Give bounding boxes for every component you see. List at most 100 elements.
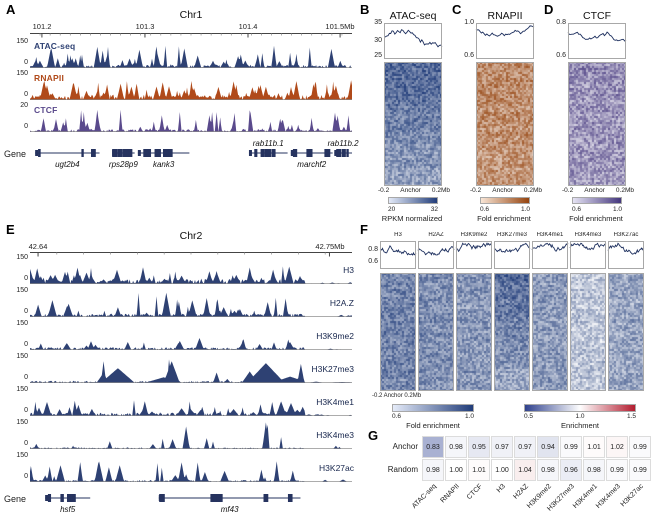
- matrix-cell-random-9: 0.99: [629, 459, 651, 481]
- gene-row-label: Gene: [4, 149, 27, 159]
- matrix-cell-anchor-1: 0.98: [445, 436, 467, 458]
- colorbar-tick: 20: [388, 206, 396, 213]
- svg-text:mf43: mf43: [221, 505, 239, 514]
- colorbar-tick: 1.0: [464, 413, 474, 420]
- colorbar-ticks: 0.6 1.0: [480, 206, 530, 213]
- track-label: H3K4me1: [316, 397, 354, 407]
- matrix-cell-anchor-2: 0.95: [468, 436, 490, 458]
- h3-track: [30, 266, 352, 284]
- colorbar-tick: 0.6: [480, 206, 490, 213]
- y-tick: 1.0: [464, 19, 474, 26]
- y-tick: 0.8: [368, 246, 378, 253]
- track-label: H3K27ac: [319, 463, 354, 473]
- y-max-label: 150: [16, 70, 28, 77]
- panel-e-label: E: [6, 222, 15, 237]
- x-axis-labels: -0.2 Anchor 0.2Mb: [378, 187, 450, 194]
- svg-text:hsf5: hsf5: [60, 505, 76, 514]
- h2az-heatmap: [418, 273, 454, 391]
- atac-seq-track: [30, 45, 352, 68]
- colorbar-label: Fold enrichment: [569, 214, 623, 223]
- svg-text:kank3: kank3: [153, 160, 175, 169]
- y-min-label: 0: [24, 308, 28, 315]
- matrix-cell-anchor-5: 0.94: [537, 436, 559, 458]
- colorbar-tick: 1.5: [626, 413, 636, 420]
- matrix-cell-random-4: 1.04: [514, 459, 536, 481]
- h3k9me2-metaplot: [455, 241, 492, 269]
- matrix-cell-random-5: 0.98: [537, 459, 559, 481]
- x-axis-labels: -0.2 Anchor 0.2Mb: [470, 187, 542, 194]
- svg-text:rab11b.1: rab11b.1: [253, 139, 284, 148]
- h3k27ac-track: [30, 461, 352, 482]
- h2az-track: [30, 292, 352, 317]
- panel-c-title: RNAPII: [487, 10, 523, 22]
- matrix-column-label: RNAPII: [439, 483, 461, 505]
- h3k27ac-metaplot: [607, 241, 645, 269]
- h3k27me3-track: [30, 359, 352, 383]
- chr1-ruler: [30, 33, 352, 38]
- panel-d-label: D: [544, 2, 554, 17]
- y-min-label: 0: [24, 275, 28, 282]
- panel-b-title: ATAC-seq: [389, 10, 437, 22]
- rnapii-track: [30, 80, 352, 100]
- row-label-anchor: Anchor: [392, 442, 418, 451]
- fold-enrichment-colorbar: [480, 197, 530, 204]
- matrix-column-label: H3K4me1: [571, 483, 599, 510]
- y-min-label: 0: [24, 440, 28, 447]
- axis-tick: 101.5Mb: [325, 22, 355, 31]
- y-tick: 25: [374, 52, 382, 59]
- ctcf-heatmap: [568, 62, 626, 186]
- y-min-label: 0: [24, 123, 28, 130]
- colorbar-label: RPKM normalized: [381, 214, 443, 223]
- matrix-cell-random-2: 1.01: [468, 459, 490, 481]
- panel-a-label: A: [6, 2, 16, 17]
- track-label: H3K9me2: [316, 331, 354, 341]
- matrix-column-label: CTCF: [465, 483, 484, 502]
- track-label: H3K27me3: [311, 364, 354, 374]
- panel-a-title: Chr1: [179, 9, 203, 21]
- column-title: H3K9me2: [460, 232, 488, 238]
- matrix-cell-anchor-0: 0.83: [422, 436, 444, 458]
- y-max-label: 150: [16, 353, 28, 360]
- column-title: H3K27me3: [496, 232, 528, 238]
- atac-seq-metaplot: [384, 23, 443, 59]
- h2az-metaplot: [417, 241, 455, 269]
- colorbar-tick: 32: [430, 206, 438, 213]
- svg-text:rps28p9: rps28p9: [109, 160, 138, 169]
- h3k27ac-heatmap: [608, 273, 644, 391]
- colorbar-tick: 0.6: [392, 413, 402, 420]
- y-max-label: 150: [16, 254, 28, 261]
- x-tick: Anchor: [584, 187, 605, 194]
- matrix-cell-random-0: 0.98: [422, 459, 444, 481]
- matrix-column-label: H2AZ: [512, 483, 530, 501]
- track-label: ATAC-seq: [34, 41, 76, 51]
- rnapii-heatmap: [476, 62, 534, 186]
- axis-tick: 101.2: [32, 22, 52, 31]
- axis-tick: 42.64: [28, 242, 48, 251]
- column-title: H2AZ: [428, 232, 444, 238]
- h3k4me3-track: [30, 422, 352, 449]
- track-label: H3K4me3: [316, 430, 354, 440]
- x-tick: -0.2: [470, 187, 482, 194]
- column-title: H3K4me3: [574, 232, 602, 238]
- colorbar-tick: 1.0: [612, 206, 622, 213]
- matrix-column-label: H3K4me3: [594, 483, 622, 510]
- h3-heatmap: [380, 273, 416, 391]
- matrix-cell-anchor-7: 1.01: [583, 436, 605, 458]
- axis-tick: 42.75Mb: [315, 242, 345, 251]
- y-max-label: 150: [16, 38, 28, 45]
- fold-enrichment-colorbar: [392, 404, 474, 412]
- gene-row-label: Gene: [4, 494, 27, 504]
- colorbar-ticks: 20 32: [388, 206, 438, 213]
- colorbar-ticks: 0.5 1.0 1.5: [524, 413, 636, 420]
- colorbar-tick: 1.0: [520, 206, 530, 213]
- x-axis-labels: -0.2 Anchor 0.2Mb: [562, 187, 634, 194]
- track-label: H3: [343, 265, 354, 275]
- y-min-label: 0: [24, 341, 28, 348]
- colorbar-tick: 0.6: [572, 206, 582, 213]
- rnapii-metaplot: [475, 23, 535, 59]
- matrix-cell-random-6: 0.96: [560, 459, 582, 481]
- panel-c-label: C: [452, 2, 462, 17]
- colorbar-tick: 1.0: [575, 413, 585, 420]
- colorbar-label: Fold enrichment: [477, 214, 531, 223]
